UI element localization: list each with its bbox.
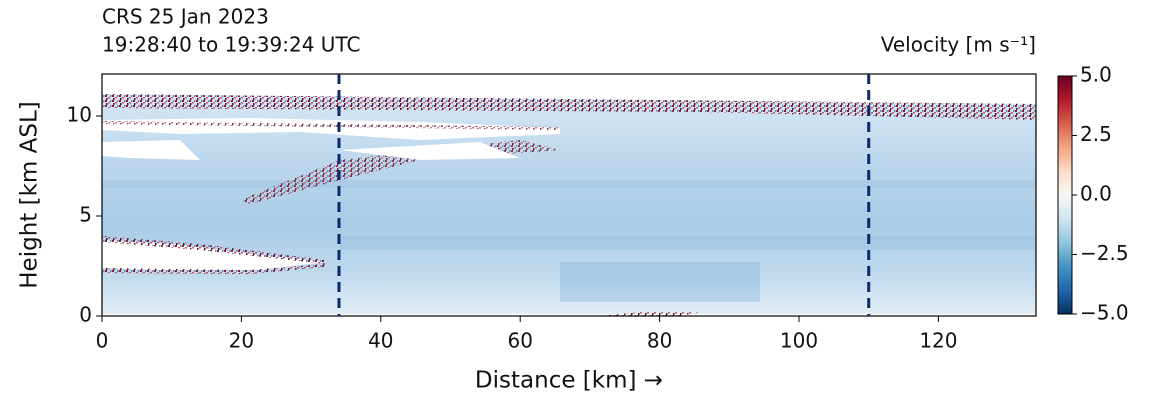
- x-tick-label: 40: [368, 329, 393, 353]
- colorbar-tick-label: −5.0: [1080, 301, 1129, 325]
- colorbar-tick-label: 2.5: [1080, 122, 1112, 146]
- x-tick-label: 20: [229, 329, 254, 353]
- y-tick-label: 5: [79, 203, 92, 227]
- radar-curtain: [102, 94, 1036, 316]
- x-tick-label: 80: [647, 329, 672, 353]
- x-tick-label: 0: [96, 329, 109, 353]
- x-tick-label: 60: [507, 329, 532, 353]
- y-axis-label: Height [km ASL]: [17, 101, 43, 288]
- x-tick-label: 100: [780, 329, 818, 353]
- plot-frame: [101, 73, 1037, 317]
- colorbar-tick-label: −2.5: [1080, 241, 1129, 265]
- title-line: 19:28:40 to 19:39:24 UTC: [102, 33, 360, 57]
- x-axis-label: Distance [km] →: [475, 368, 663, 394]
- colorbar-tick-label: 5.0: [1080, 63, 1112, 87]
- y-tick-label: 0: [79, 303, 92, 327]
- colorbar-label: Velocity [m s⁻¹]: [881, 33, 1036, 57]
- x-tick-label: 120: [919, 329, 957, 353]
- title-line: CRS 25 Jan 2023: [102, 5, 269, 29]
- colorbar: [1057, 75, 1073, 315]
- y-tick-label: 10: [67, 103, 92, 127]
- colorbar-tick-label: 0.0: [1080, 182, 1112, 206]
